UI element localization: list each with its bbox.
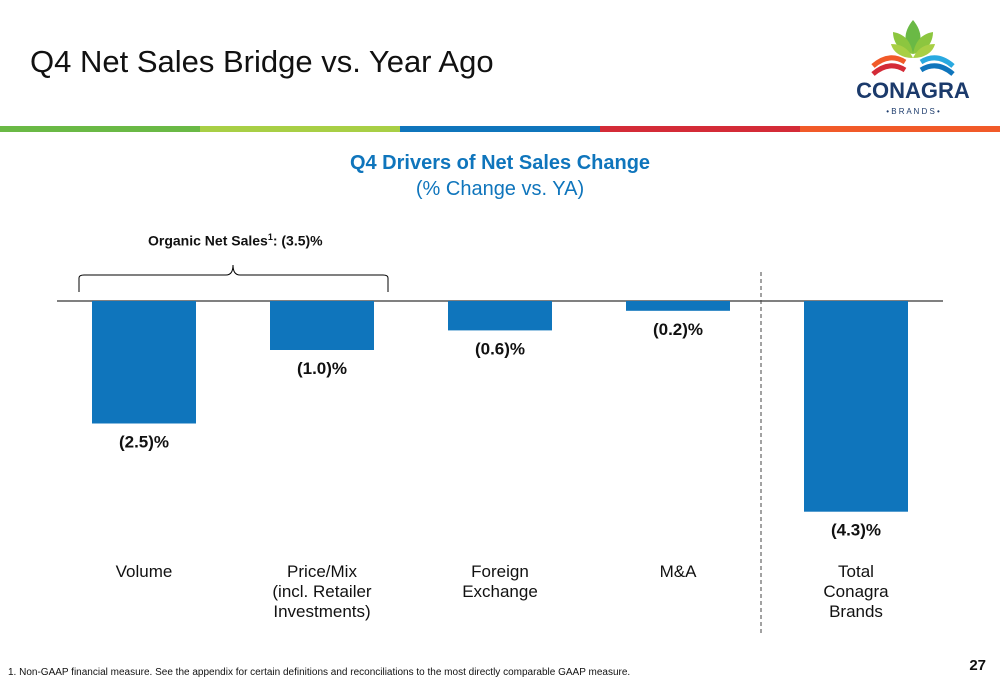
category-label-1-2: Investments) (273, 602, 370, 621)
data-label-2: (0.6)% (475, 339, 525, 358)
slide-title: Q4 Net Sales Bridge vs. Year Ago (30, 44, 494, 79)
organic-label-value: : (3.5)% (272, 232, 323, 249)
category-label-2-0: Foreign (471, 562, 529, 581)
page-number: 27 (969, 657, 986, 674)
bar-3 (626, 301, 730, 311)
category-label-2-1: Exchange (462, 582, 538, 601)
data-label-4: (4.3)% (831, 521, 881, 540)
brand-color-bar (0, 126, 1000, 132)
organic-label-text: Organic Net Sales (148, 232, 268, 249)
category-label-3-0: M&A (660, 562, 698, 581)
bar-1 (270, 301, 374, 350)
sun-stripes-icon (871, 55, 907, 76)
color-segment-orange (800, 126, 1000, 132)
chart-subtitle: (% Change vs. YA) (415, 178, 585, 200)
category-label-0-0: Volume (116, 562, 173, 581)
color-segment-red (600, 126, 800, 132)
conagra-logo: CONAGRA • B R A N D S • (856, 20, 970, 116)
data-label-1: (1.0)% (297, 359, 347, 378)
water-stripes-icon (919, 55, 955, 76)
category-label-4-1: Conagra (823, 582, 889, 601)
data-label-0: (2.5)% (119, 433, 169, 452)
color-segment-green (0, 126, 200, 132)
logo-name: CONAGRA (856, 78, 970, 103)
footnote-marker: 1 (267, 232, 273, 242)
color-segment-lime (200, 126, 400, 132)
organic-bracket (78, 264, 389, 292)
category-label-4-0: Total (838, 562, 874, 581)
bar-0 (92, 301, 196, 424)
bar-4 (804, 301, 908, 512)
data-label-3: (0.2)% (653, 320, 703, 339)
logo-sub: • B R A N D S • (886, 107, 940, 116)
footnote: 1. Non-GAAP financial measure. See the a… (8, 667, 631, 678)
leaf-icon (891, 20, 935, 58)
bar-2 (448, 301, 552, 331)
category-label-4-2: Brands (829, 602, 883, 621)
color-segment-blue (400, 126, 600, 132)
category-label-1-1: (incl. Retailer (272, 582, 372, 601)
organic-net-sales-label: Organic Net Sales1: (3.5)% (148, 232, 323, 249)
chart-title: Q4 Drivers of Net Sales Change (349, 152, 651, 174)
category-label-1-0: Price/Mix (287, 562, 357, 581)
